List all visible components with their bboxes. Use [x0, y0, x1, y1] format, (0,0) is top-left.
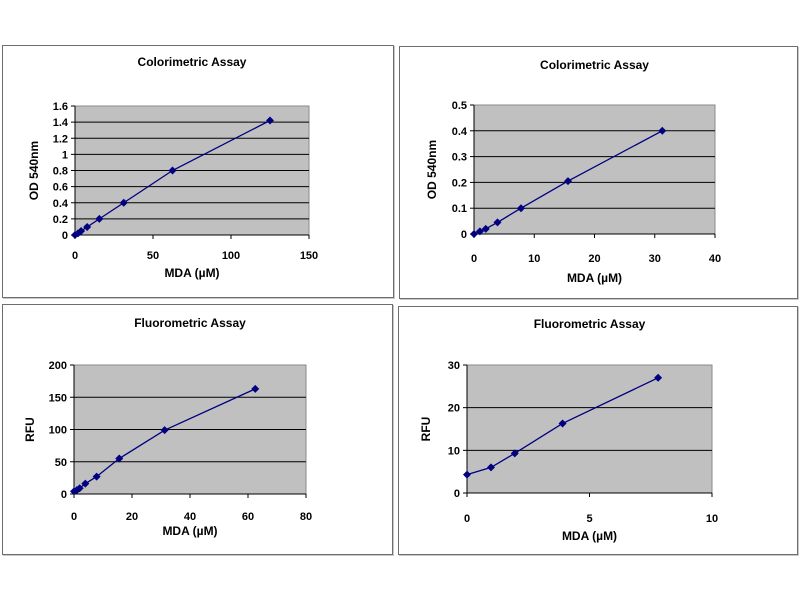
- y-axis-label: RFU: [23, 417, 37, 442]
- y-tick-label: 1.6: [53, 101, 68, 113]
- data-point: [487, 463, 496, 472]
- plot-area: [466, 364, 713, 494]
- y-tick-label: 0.4: [452, 126, 468, 138]
- y-tick-label: 0.6: [53, 182, 68, 194]
- x-tick-label: 30: [649, 253, 661, 265]
- data-point: [475, 227, 484, 236]
- data-point: [75, 484, 84, 493]
- chart-panel-colorimetric-wide: Colorimetric Assay 0 0.2 0.4 0.6 0.8 1 1.2 1.4 1.…: [2, 45, 394, 298]
- y-tick-label: 0.2: [452, 177, 467, 189]
- y-tick-label: 150: [49, 392, 67, 404]
- data-point: [558, 419, 567, 428]
- data-point: [81, 479, 90, 488]
- y-tick-label: 0.8: [53, 166, 68, 178]
- y-tick-label: 200: [49, 360, 67, 372]
- y-tick-label: 0.3: [452, 152, 467, 164]
- x-tick-label: 10: [528, 253, 540, 265]
- y-axis-label: OD 540nm: [27, 141, 41, 200]
- x-tick-label: 80: [300, 511, 312, 523]
- x-tick-label: 0: [71, 511, 77, 523]
- data-point: [516, 204, 525, 213]
- x-tick-label: 40: [709, 253, 721, 265]
- data-point: [470, 230, 478, 238]
- x-tick-label: 0: [464, 513, 470, 525]
- y-tick-label: 30: [448, 360, 460, 372]
- data-point: [119, 198, 128, 207]
- data-point: [251, 384, 260, 393]
- y-tick-label: 1: [62, 149, 68, 161]
- x-tick-label: 10: [706, 513, 718, 525]
- data-point: [510, 449, 519, 458]
- x-tick-label: 0: [471, 253, 477, 265]
- y-tick-label: 0: [454, 488, 460, 500]
- chart-title: Colorimetric Assay: [540, 58, 649, 72]
- chart-title: Fluorometric Assay: [534, 317, 646, 331]
- y-tick-label: 0.2: [53, 214, 68, 226]
- y-tick-label: 0.5: [452, 100, 467, 112]
- chart-panel-colorimetric-narrow: Colorimetric Assay 0 0.1 0.2 0.3 0.4 0.5 0 10 20 3…: [399, 46, 798, 299]
- x-tick-label: 0: [72, 250, 78, 262]
- y-tick-label: 0: [62, 230, 68, 242]
- data-point: [95, 214, 104, 223]
- data-point: [654, 373, 663, 382]
- x-tick-label: 50: [147, 250, 159, 262]
- data-point: [77, 226, 86, 235]
- chart-fluorometric-narrow: Fluorometric Assay 0 10 20 30 0 5 10 MDA (µM) RFU: [419, 317, 718, 543]
- x-axis-label: MDA (µM): [164, 266, 219, 280]
- chart-panel-fluorometric-wide: Fluorometric Assay 0 50 100 150 200 0 20 40 60 80 M…: [2, 304, 393, 555]
- data-point: [463, 470, 471, 479]
- data-point: [92, 472, 101, 481]
- data-point: [481, 224, 490, 233]
- y-tick-label: 0.4: [53, 198, 69, 210]
- data-point: [70, 487, 78, 496]
- x-tick-label: 40: [184, 511, 196, 523]
- y-tick-label: 100: [49, 425, 67, 437]
- x-tick-label: 60: [242, 511, 254, 523]
- data-point: [115, 454, 124, 463]
- y-tick-label: 50: [55, 457, 67, 469]
- data-point: [563, 177, 572, 186]
- y-tick-label: 0: [61, 489, 67, 501]
- x-tick-label: 100: [222, 250, 240, 262]
- y-tick-label: 10: [448, 445, 460, 457]
- x-tick-label: 150: [300, 250, 318, 262]
- data-point: [266, 116, 274, 125]
- data-point: [83, 222, 92, 231]
- chart-panel-fluorometric-narrow: Fluorometric Assay 0 10 20 30 0 5 10 MDA (µM) RFU: [398, 306, 798, 555]
- y-tick-label: 0.1: [452, 203, 467, 215]
- y-axis-label: OD 540nm: [425, 140, 439, 199]
- chart-title: Fluorometric Assay: [134, 316, 246, 330]
- data-point: [168, 166, 177, 175]
- chart-fluorometric-wide: Fluorometric Assay 0 50 100 150 200 0 20 40 60 80 M…: [23, 316, 312, 538]
- chart-colorimetric-wide: Colorimetric Assay 0 0.2 0.4 0.6 0.8 1 1.2 1.4 1.…: [27, 55, 318, 280]
- x-axis-label: MDA (µM): [162, 524, 217, 538]
- x-tick-label: 20: [126, 511, 138, 523]
- chart-title: Colorimetric Assay: [138, 55, 247, 69]
- y-tick-label: 20: [448, 403, 460, 415]
- x-axis-label: MDA (µM): [567, 271, 622, 285]
- data-point: [493, 218, 502, 227]
- x-tick-label: 5: [586, 513, 592, 525]
- data-point: [658, 126, 667, 135]
- chart-colorimetric-narrow: Colorimetric Assay 0 0.1 0.2 0.3 0.4 0.5 0 10 20 3…: [425, 58, 721, 285]
- y-tick-label: 0: [461, 229, 467, 241]
- x-tick-label: 20: [588, 253, 600, 265]
- y-axis-label: RFU: [419, 417, 433, 442]
- y-tick-label: 1.2: [53, 133, 68, 145]
- x-axis-label: MDA (µM): [562, 529, 617, 543]
- y-tick-label: 1.4: [53, 117, 69, 129]
